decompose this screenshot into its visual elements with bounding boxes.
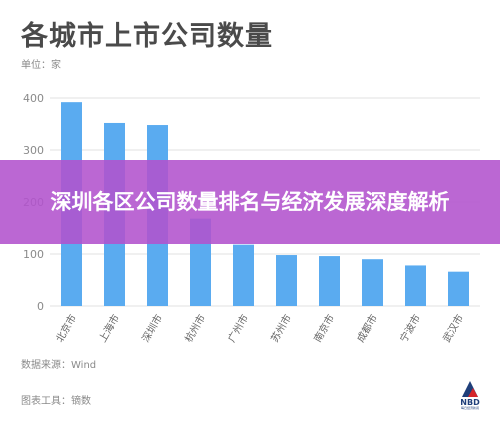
x-tick-label: 苏州市: [268, 312, 294, 344]
nbd-logo-icon: [462, 381, 478, 397]
x-tick-label: 南京市: [311, 312, 337, 344]
bar-8: [362, 259, 383, 306]
banner-text: 深圳各区公司数量排名与经济发展深度解析: [50, 190, 450, 214]
x-tick-label: 深圳市: [139, 312, 165, 344]
y-tick-label: 300: [23, 144, 44, 157]
nbd-logo-text: NBD: [460, 398, 480, 407]
x-tick-label: 上海市: [96, 312, 122, 344]
bar-7: [319, 256, 340, 306]
y-tick-label: 400: [23, 92, 44, 105]
chart-tool: 图表工具：镝数: [21, 396, 91, 407]
bar-5: [233, 244, 254, 306]
unit-label: 单位：家: [21, 60, 61, 71]
data-source: 数据来源：Wind: [21, 360, 97, 371]
bar-9: [405, 265, 426, 306]
bar-6: [276, 255, 297, 306]
x-tick-label: 武汉市: [440, 312, 466, 344]
x-tick-label: 杭州市: [182, 312, 208, 344]
nbd-logo-subtext: 每日经济新闻: [460, 406, 479, 410]
chart-title: 各城市上市公司数量: [21, 21, 273, 52]
x-axis-ticks: 北京市 上海市 深圳市 杭州市 广州市 苏州市 南京市 成都市 宁波市 武汉市: [53, 312, 466, 344]
x-tick-label: 北京市: [53, 312, 79, 344]
nbd-logo: NBD 每日经济新闻: [459, 381, 481, 411]
y-tick-label: 0: [37, 300, 44, 313]
headline-banner: 深圳各区公司数量排名与经济发展深度解析: [0, 160, 500, 244]
bar-10: [448, 271, 469, 306]
x-tick-label: 宁波市: [397, 312, 423, 344]
x-tick-label: 广州市: [225, 312, 251, 344]
y-tick-label: 100: [23, 248, 44, 261]
x-tick-label: 成都市: [354, 312, 380, 344]
